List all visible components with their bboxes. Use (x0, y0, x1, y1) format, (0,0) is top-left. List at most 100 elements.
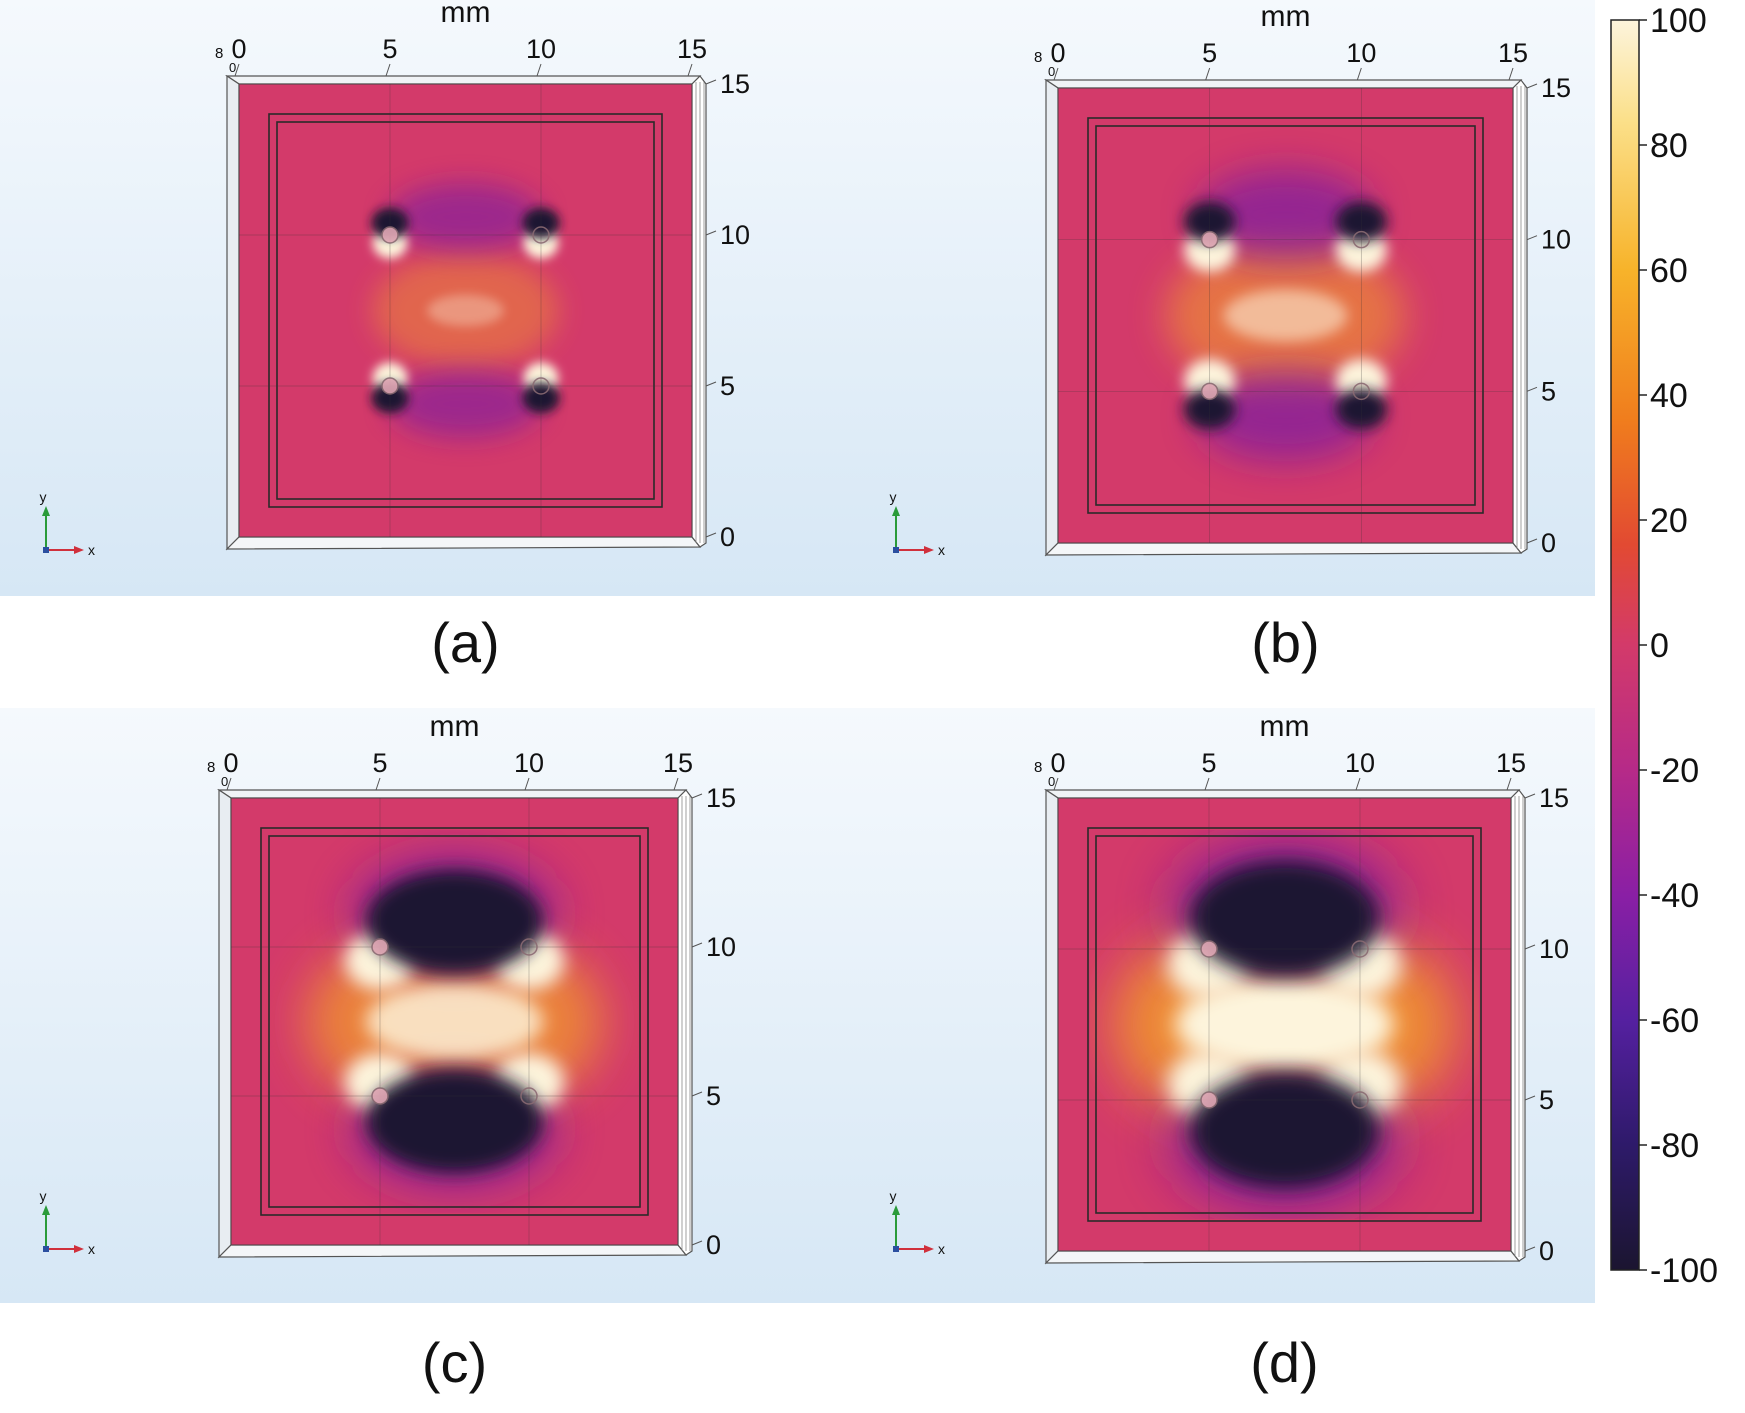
x-tick-label: 5 (382, 34, 397, 64)
x-tick-label: 0 (231, 34, 246, 64)
axis-triad-icon: yx (890, 489, 946, 558)
y-tick-label: 10 (1541, 225, 1571, 255)
cold-spot (366, 870, 543, 974)
grid-lines (1058, 88, 1513, 543)
panel-caption: (d) (1250, 1331, 1319, 1394)
cold-spot (1183, 201, 1236, 242)
x-tick-label: 15 (677, 34, 707, 64)
electrode (532, 377, 550, 395)
y-tick-label: 10 (1539, 934, 1569, 964)
y-tick-label: 5 (1539, 1085, 1554, 1115)
panel-caption: (a) (431, 611, 500, 674)
colorbar-tick-label: 0 (1650, 627, 1669, 665)
x-tick-label: 10 (526, 34, 556, 64)
triad-y-label: y (40, 1188, 47, 1204)
cold-halo (389, 370, 542, 438)
y-tick-label: 10 (720, 220, 750, 250)
y-tick-label: 0 (1539, 1236, 1554, 1266)
plate-frame (268, 113, 663, 508)
cold-spot (1183, 389, 1236, 430)
triad-x-label: x (88, 542, 95, 558)
triad-x-label: x (938, 1241, 945, 1257)
y-tick-label: 5 (1541, 376, 1556, 406)
y-tick-label: 15 (706, 783, 736, 813)
grid-lines (1058, 798, 1511, 1251)
colorbar-tick-label: -20 (1650, 752, 1699, 790)
x-tick-label: 0 (1050, 748, 1065, 778)
electrode (371, 938, 389, 956)
hot-band (1223, 289, 1348, 342)
hot-band (427, 294, 504, 327)
panel-caption: (c) (421, 1331, 488, 1394)
axis-unit-label: mm (1261, 0, 1311, 33)
x-tick-label: 15 (1496, 748, 1526, 778)
z-tick-label: 8 (207, 759, 215, 776)
colorbar-tick-label: -40 (1650, 877, 1699, 915)
z-tick-label: 8 (215, 45, 223, 62)
cold-spot (522, 382, 560, 414)
x-tick-label: 5 (1202, 38, 1217, 68)
hot-band (1175, 977, 1394, 1072)
z-tick-label: 0 (1048, 64, 1055, 79)
colorbar-tick-label: -60 (1650, 1002, 1699, 1040)
x-tick-label: 15 (1498, 38, 1528, 68)
field-distribution (1110, 841, 1459, 1208)
plate-3d-edge (1044, 78, 1528, 557)
colorbar: 100 80 60 40 20 0 -20 -40 -60 -80 -100 (1610, 2, 1718, 1290)
axis-triad-icon: yx (40, 489, 96, 558)
field-distribution (304, 855, 605, 1188)
cold-spot (371, 207, 409, 239)
axis-triad-icon: yx (890, 1188, 946, 1257)
electrode (532, 226, 550, 244)
axis-triad-icon: yx (40, 1188, 96, 1257)
y-tick-label: 15 (1541, 73, 1571, 103)
y-tick-label: 0 (720, 522, 735, 552)
panel-caption: (b) (1251, 611, 1320, 674)
z-tick-label: 8 (1034, 759, 1042, 776)
electrode (1351, 1091, 1369, 1109)
cold-spot (1190, 1072, 1379, 1188)
axis-unit-label: mm (1260, 710, 1310, 743)
z-tick-label: 0 (221, 774, 228, 789)
cold-spot (1335, 201, 1388, 242)
x-tick-label: 5 (372, 748, 387, 778)
cold-spot (1335, 389, 1388, 430)
y-tick-label: 0 (706, 1230, 721, 1260)
y-tick-label: 15 (720, 69, 750, 99)
x-tick-label: 10 (1345, 748, 1375, 778)
cold-spot (366, 1069, 543, 1173)
grid-lines (239, 84, 692, 537)
triad-y-label: y (890, 1188, 897, 1204)
cold-spot (371, 382, 409, 414)
colorbar-tick-label: 100 (1650, 2, 1707, 40)
axis-unit-label: mm (441, 0, 491, 29)
z-tick-label: 8 (1034, 49, 1042, 66)
cold-halo (1196, 371, 1375, 462)
colorbar-tick-label: -80 (1650, 1127, 1699, 1165)
cold-spot (522, 207, 560, 239)
y-tick-label: 5 (706, 1081, 721, 1111)
electrode (1352, 382, 1371, 401)
y-tick-label: 15 (1539, 783, 1569, 813)
cold-spot (1190, 861, 1379, 977)
plate-3d-edge (1044, 788, 1526, 1265)
electrode (381, 377, 399, 395)
field-distribution (1165, 169, 1406, 462)
x-tick-label: 10 (514, 748, 544, 778)
z-tick-label: 0 (229, 60, 236, 75)
plate-frame (1087, 827, 1482, 1222)
electrode (520, 938, 538, 956)
y-tick-label: 5 (720, 371, 735, 401)
cold-halo (1196, 169, 1375, 260)
electrode (1200, 940, 1218, 958)
triad-y-label: y (890, 489, 897, 505)
triad-x-label: x (938, 542, 945, 558)
electrode (371, 1087, 389, 1105)
colorbar-tick-label: 80 (1650, 127, 1688, 165)
colorbar-tick-label: 40 (1650, 377, 1688, 415)
hot-band (365, 983, 544, 1060)
